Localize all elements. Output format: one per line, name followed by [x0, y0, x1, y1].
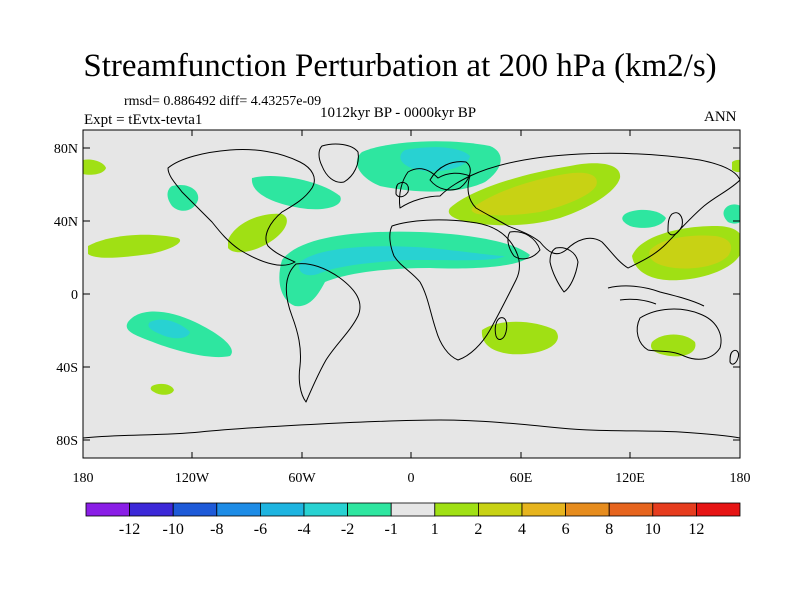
- coastline-africa: [389, 219, 520, 361]
- contour-west-pacific-core: [649, 235, 732, 269]
- color-bar-swatch: [216, 502, 261, 517]
- color-bar-label: 10: [645, 521, 661, 538]
- color-bar-label: 1: [431, 521, 439, 538]
- coastline-madagascar: [494, 317, 508, 340]
- coastline-japan: [667, 212, 683, 236]
- coastline-north-america: [167, 149, 315, 266]
- color-bar-swatch: [652, 502, 697, 517]
- color-bar-label: -12: [119, 521, 140, 538]
- contour-north-atlantic-core: [400, 147, 470, 172]
- color-bar-label: 4: [518, 521, 526, 538]
- longitude-axis: [191, 130, 631, 458]
- color-bar-swatch: [259, 502, 305, 517]
- color-bar-swatch: [434, 502, 479, 517]
- color-bar-label: -6: [254, 521, 267, 538]
- lon-label-60w: 60W: [288, 471, 316, 486]
- contour-east-edge-positive: [732, 159, 740, 173]
- coastline-arabia: [507, 231, 541, 260]
- latitude-axis: [83, 147, 740, 441]
- coastline-scandinavia: [429, 161, 471, 191]
- plot-title: Streamfunction Perturbation at 200 hPa (…: [83, 48, 717, 84]
- coastline-uk: [395, 181, 409, 198]
- contour-pacific-west-positive: [88, 234, 181, 258]
- lon-label-60e: 60E: [510, 471, 533, 486]
- lon-label-120w: 120W: [175, 471, 210, 486]
- lat-label-80n: 80N: [54, 142, 78, 157]
- color-bar-swatch: [696, 502, 741, 517]
- lat-label-80s: 80S: [56, 434, 78, 449]
- color-bar-label: -1: [385, 521, 398, 538]
- contour-south-pacific-positive: [150, 383, 174, 395]
- experiment-label: Expt = tEvtx-tevta1: [84, 112, 203, 128]
- period-label: 1012kyr BP - 0000kyr BP: [320, 105, 477, 121]
- color-bar-label: -8: [210, 521, 223, 538]
- contour-north-pacific-east-negative: [167, 184, 199, 211]
- coastline-south-america: [285, 263, 361, 403]
- contour-north-america-positive: [228, 213, 287, 253]
- color-bar-label: 12: [688, 521, 704, 538]
- contour-east-edge-negative: [723, 204, 740, 224]
- lat-label-40s: 40S: [56, 361, 78, 376]
- contour-south-pacific-core: [148, 319, 190, 339]
- lat-label-40n: 40N: [54, 215, 78, 230]
- color-bar-swatch: [477, 502, 523, 517]
- coastline-asia: [467, 152, 740, 269]
- coastline-australia: [636, 308, 722, 360]
- contour-indian-ocean-positive: [481, 321, 558, 355]
- color-bar-label: 2: [474, 521, 482, 538]
- color-bar-swatch: [129, 502, 174, 517]
- color-bar-label: 6: [562, 521, 570, 538]
- lon-label-180-west: 180: [73, 471, 94, 486]
- coastline-new-zealand: [729, 349, 739, 365]
- coastline-antarctica: [83, 419, 740, 439]
- color-bar-label: -2: [341, 521, 354, 538]
- lat-label-equator: 0: [71, 288, 78, 303]
- coastline-india: [549, 247, 579, 293]
- season-label: ANN: [704, 109, 737, 125]
- contour-eurasia-core: [471, 172, 597, 216]
- color-bar-swatch: [608, 502, 654, 517]
- coastline-greenland: [318, 143, 359, 183]
- contour-fields: [83, 141, 740, 439]
- color-bar-swatch: [172, 502, 218, 517]
- color-bar-swatch: [347, 502, 392, 517]
- coastline-europe: [399, 168, 471, 209]
- color-bar-swatch: [521, 502, 566, 517]
- coastline-indonesia: [607, 285, 705, 307]
- color-bar: -12 -10 -8 -6 -4 -2 -1 1 2 4 6 8 10 12: [85, 502, 741, 538]
- lon-label-180-east: 180: [730, 471, 751, 486]
- color-bar-swatch: [390, 502, 436, 517]
- color-bar-label: -10: [163, 521, 184, 538]
- lon-label-120e: 120E: [615, 471, 645, 486]
- contour-north-america-negative: [251, 176, 341, 210]
- contour-west-edge-positive: [83, 159, 106, 175]
- contour-tropical-atlantic-core: [299, 246, 505, 276]
- color-bar-label: 8: [605, 521, 613, 538]
- color-bar-swatch: [303, 502, 348, 517]
- color-bar-label: -4: [297, 521, 310, 538]
- color-bar-swatch: [85, 502, 130, 517]
- stats-label: rmsd= 0.886492 diff= 4.43257e-09: [124, 94, 322, 109]
- color-bar-swatch: [565, 502, 610, 517]
- contour-east-asia-negative: [622, 209, 666, 228]
- lon-label-0: 0: [408, 471, 415, 486]
- coastlines: [83, 143, 740, 439]
